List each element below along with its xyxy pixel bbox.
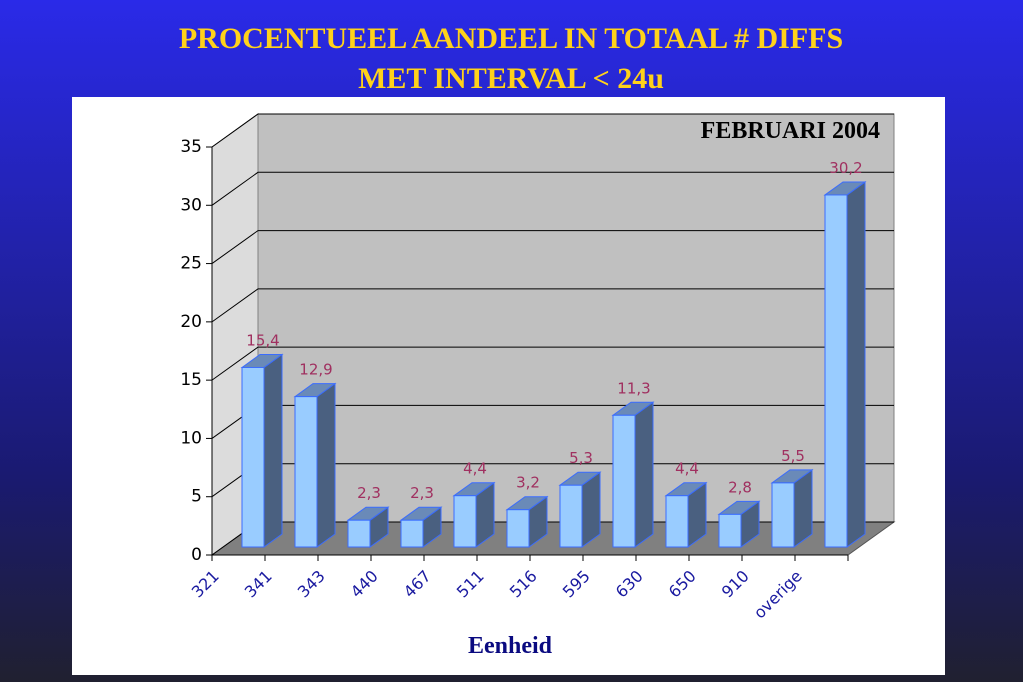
y-tick-label: 5 <box>191 487 202 507</box>
value-label: 15,4 <box>246 331 279 349</box>
bar <box>294 396 318 548</box>
y-tick-label: 15 <box>180 370 202 390</box>
bar <box>506 509 530 548</box>
bar <box>771 482 795 548</box>
grid-line <box>211 113 894 148</box>
y-tick-label: 0 <box>191 545 202 565</box>
value-label: 2,8 <box>728 478 752 496</box>
bar <box>824 194 848 548</box>
grid-line <box>211 171 894 206</box>
bar <box>400 519 424 548</box>
bar-side <box>316 382 336 548</box>
value-label: 11,3 <box>617 379 650 397</box>
bar <box>347 519 371 548</box>
y-tick-label: 10 <box>180 428 202 448</box>
bar <box>453 495 477 548</box>
grid-line <box>211 230 894 264</box>
bar-side <box>634 401 654 548</box>
bar-side <box>263 353 283 548</box>
grid-line <box>211 346 894 381</box>
value-label: 4,4 <box>675 460 699 478</box>
chart-title: MET INTERVAL < 24u <box>358 62 664 95</box>
bar <box>559 484 583 548</box>
value-label: 4,4 <box>463 460 487 478</box>
chart-title: PROCENTUEEL AANDEEL IN TOTAAL # DIFFS <box>179 22 843 55</box>
bar <box>665 495 689 548</box>
y-tick-label: 20 <box>180 312 202 332</box>
plot-area: 0510152025303532115,434112,93432,34402,3… <box>180 113 896 622</box>
y-tick-label: 30 <box>180 195 202 215</box>
value-label: 5,3 <box>569 449 593 467</box>
bar <box>612 414 636 548</box>
bar <box>241 366 265 548</box>
value-label: 2,3 <box>357 484 381 502</box>
value-label: 5,5 <box>781 447 805 465</box>
y-tick-label: 35 <box>180 137 202 157</box>
bar-side <box>846 180 866 548</box>
value-label: 2,3 <box>410 484 434 502</box>
value-label: 30,2 <box>829 159 862 177</box>
value-label: 3,2 <box>516 474 540 492</box>
value-label: 12,9 <box>299 361 332 379</box>
y-tick-label: 25 <box>180 254 202 274</box>
bar <box>718 513 742 548</box>
grid-line <box>211 288 894 323</box>
annotation: FEBRUARI 2004 <box>701 118 880 144</box>
x-axis-label: Eenheid <box>468 633 553 659</box>
